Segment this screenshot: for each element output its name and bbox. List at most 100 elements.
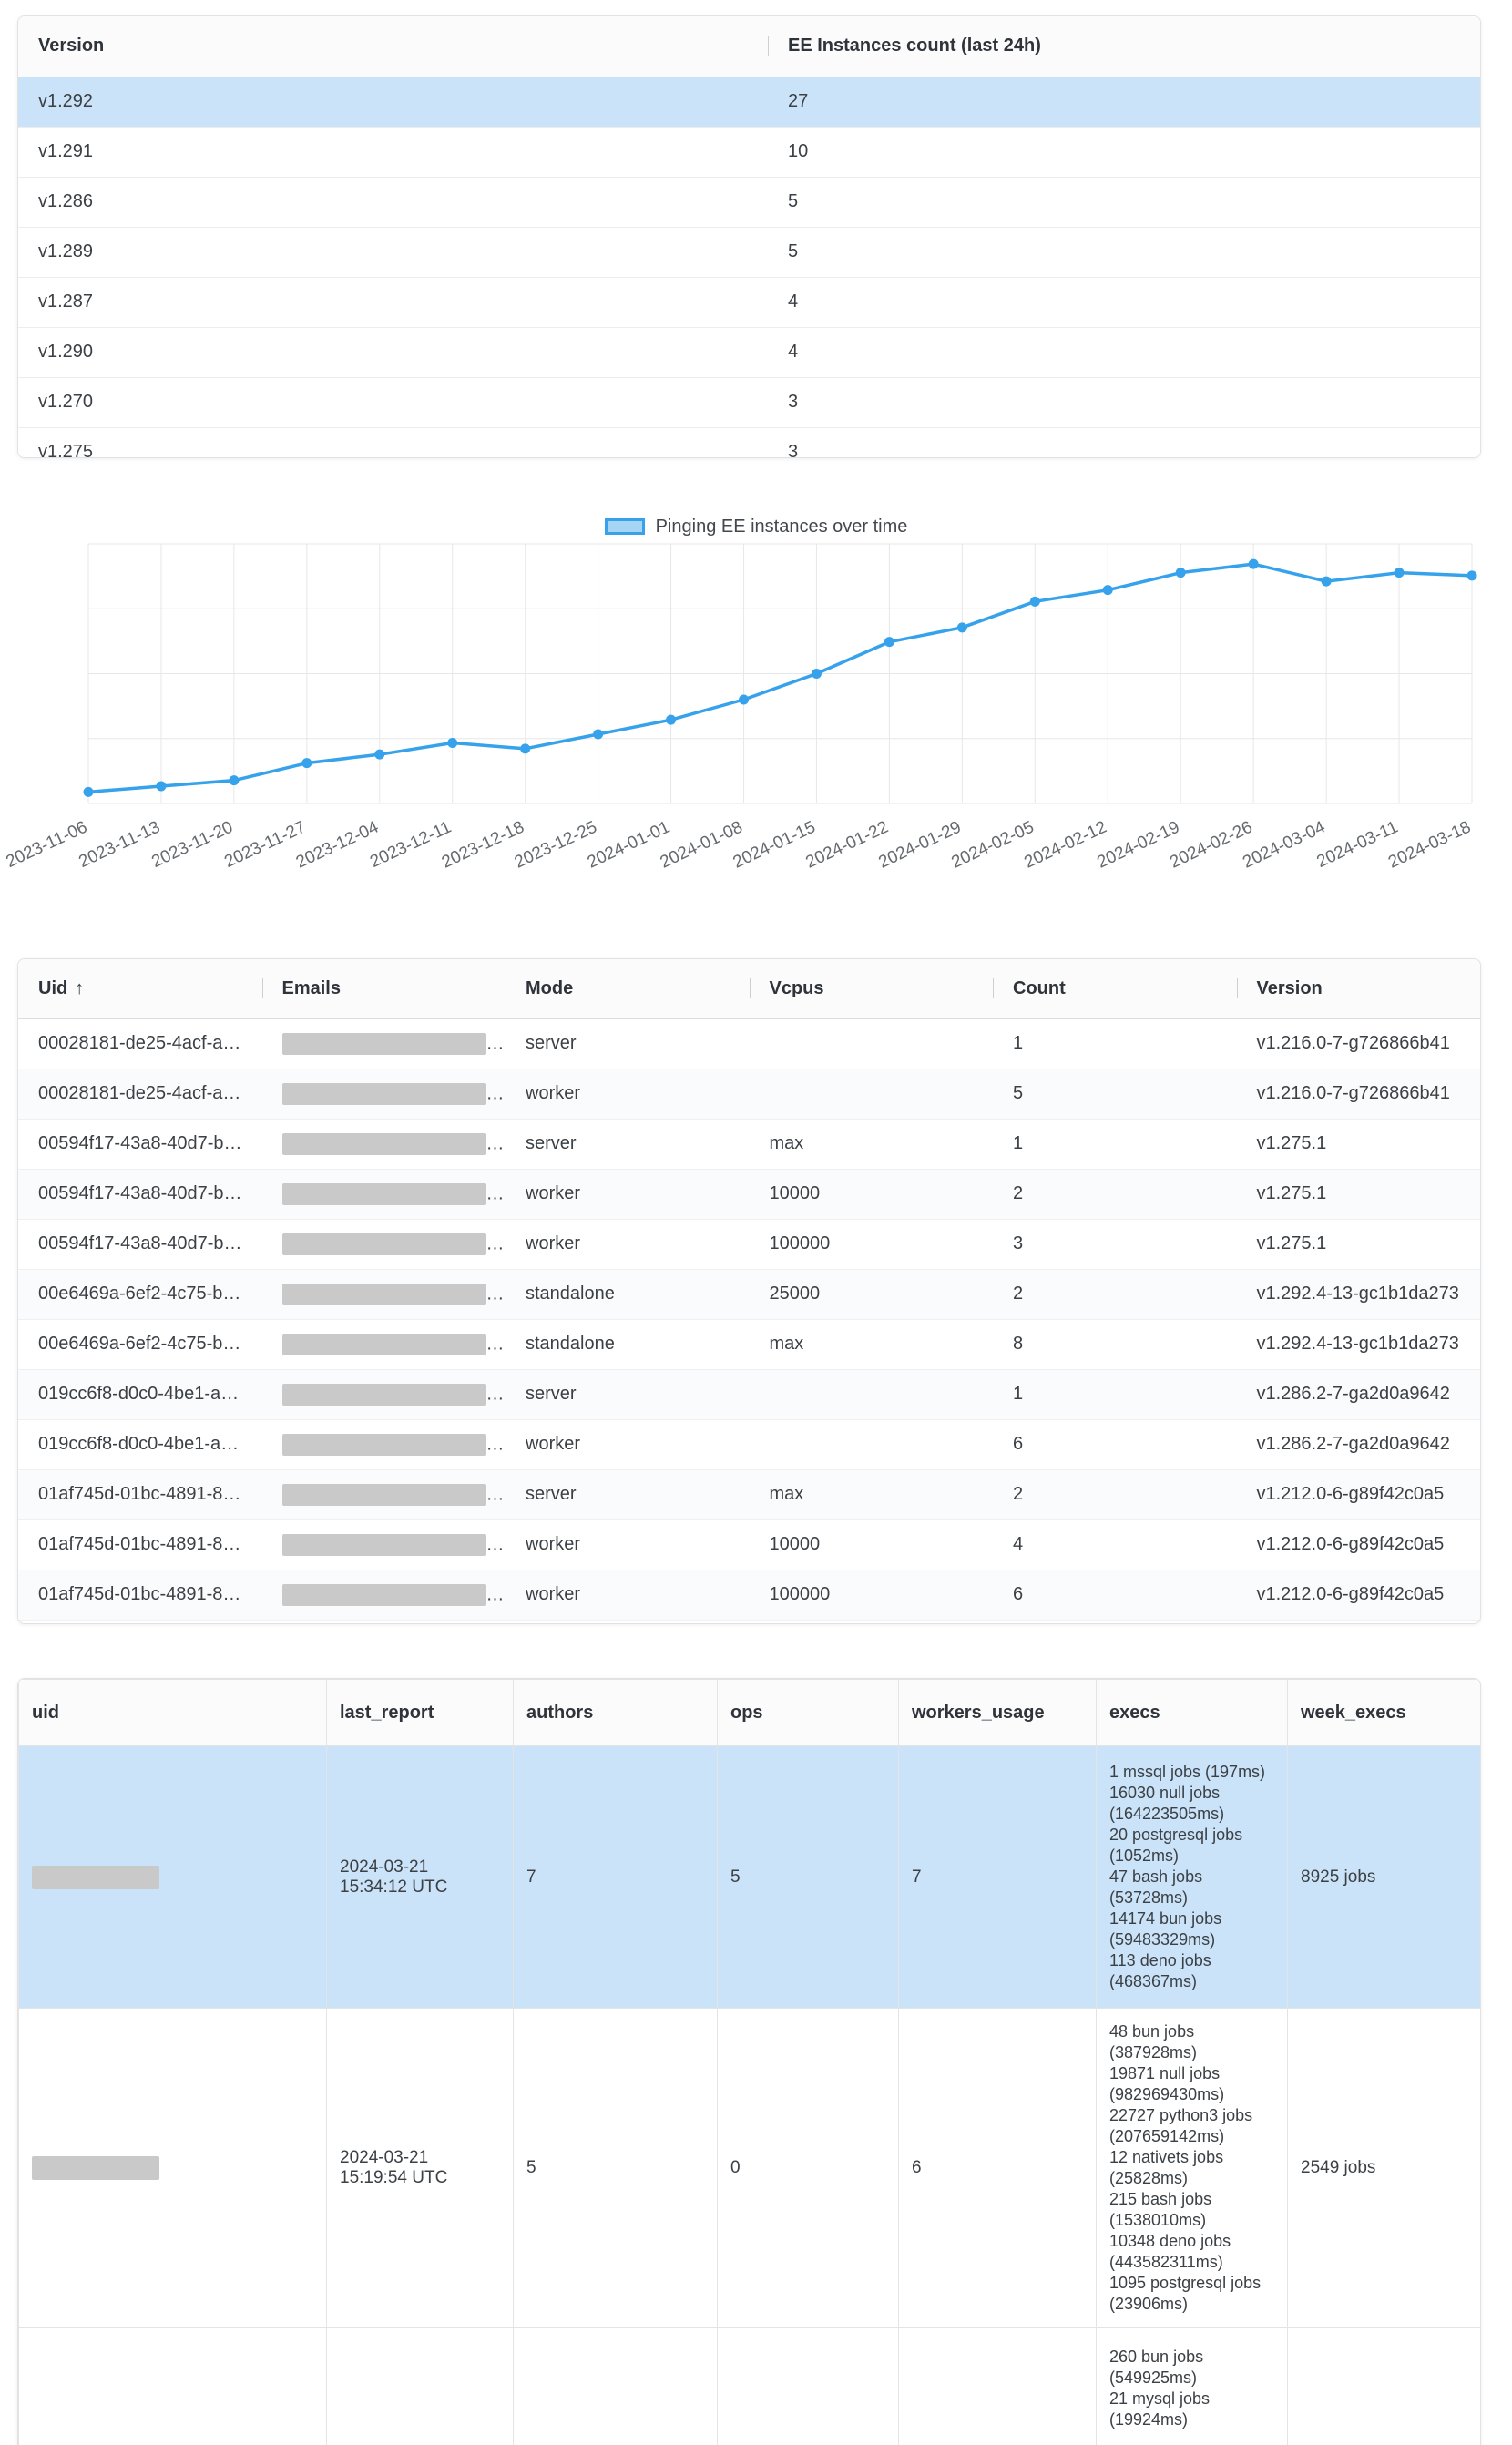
cell-count: 27: [788, 91, 809, 111]
cell-count: 5: [1013, 1083, 1024, 1103]
instance-row[interactable]: 019cc6f8-d0c0-4be1-a… worker 6 v1.286.2-7-g…: [18, 1419, 1480, 1469]
version-row[interactable]: v1.289 5: [18, 227, 1480, 277]
instance-row[interactable]: 019cc6f8-d0c0-4be1-a… server 1 v1.286.2-7-g…: [18, 1369, 1480, 1419]
cell-uid: 01af745d-01bc-4891-8…: [38, 1484, 241, 1504]
cell-count: 1: [1013, 1133, 1024, 1153]
chart-legend[interactable]: Pinging EE instances over time: [0, 516, 1512, 537]
cell-count: 8: [1013, 1334, 1024, 1354]
cell-last-report: [326, 2327, 514, 2445]
column-header-uid[interactable]: Uid ↑: [38, 977, 85, 998]
instances-table-body: 00028181-de25-4acf-a… server 1 v1.216.0-7-g…: [18, 1018, 1480, 1620]
version-row[interactable]: v1.291 10: [18, 127, 1480, 177]
cell-uid: 01af745d-01bc-4891-8…: [38, 1534, 241, 1554]
cell-vcpus: 100000: [769, 1584, 831, 1604]
instance-row[interactable]: 01af745d-01bc-4891-8… worker 100000 6 v1.212…: [18, 1570, 1480, 1620]
cell-vcpus: [750, 1018, 994, 1069]
column-header-ee-instances-count-last-24h[interactable]: EE Instances count (last 24h): [768, 16, 1480, 77]
cell-mode: standalone: [526, 1334, 615, 1354]
cell-count: 2: [1013, 1183, 1024, 1203]
redacted-email: [281, 1583, 486, 1606]
redacted-email: [281, 1283, 486, 1305]
column-header-vcpus[interactable]: Vcpus: [750, 959, 994, 1018]
svg-text:2023-12-18: 2023-12-18: [439, 817, 527, 872]
cell-version: v1.270: [38, 392, 94, 412]
svg-text:2024-03-11: 2024-03-11: [1313, 817, 1401, 872]
cell-version: v1.286: [38, 191, 94, 211]
instance-row[interactable]: 00028181-de25-4acf-a… worker 5 v1.216.0-7-g…: [18, 1069, 1480, 1119]
redacted-email: [281, 1483, 486, 1506]
cell-version: v1.212.0-6-g89f42c0a5: [1256, 1534, 1445, 1554]
column-header-ops[interactable]: ops: [717, 1679, 899, 1746]
cell-ops: [717, 2327, 899, 2445]
cell-emails: [262, 1219, 506, 1269]
cell-uid: 00594f17-43a8-40d7-b…: [38, 1133, 242, 1153]
cell-execs: 260 bun jobs (549925ms) 21 mysql jobs (19…: [1096, 2327, 1288, 2445]
cell-count: 2: [1013, 1284, 1024, 1304]
cell-uid: 00e6469a-6ef2-4c75-b…: [38, 1334, 241, 1354]
column-header-count[interactable]: Count: [993, 959, 1237, 1018]
version-row[interactable]: v1.287 4: [18, 277, 1480, 327]
svg-text:2024-01-22: 2024-01-22: [803, 817, 892, 872]
instance-row[interactable]: 00594f17-43a8-40d7-b… server max 1 v1.275.1: [18, 1119, 1480, 1169]
column-header-workers-usage[interactable]: workers_usage: [898, 1679, 1097, 1746]
cell-uid: 01af745d-01bc-4891-8…: [38, 1584, 241, 1604]
column-header-last-report[interactable]: last_report: [326, 1679, 514, 1746]
cell-count: 1: [1013, 1384, 1024, 1404]
cell-week-execs: 2549 jobs: [1287, 2008, 1480, 2328]
exec-line: 19871 null jobs (982969430ms): [1109, 2064, 1225, 2103]
instance-row[interactable]: 00028181-de25-4acf-a… server 1 v1.216.0-7-g…: [18, 1018, 1480, 1069]
column-header-emails[interactable]: Emails: [262, 959, 506, 1018]
reports-table-header: uid last_report authors ops workers_usage exe…: [18, 1679, 1480, 1746]
report-row[interactable]: 260 bun jobs (549925ms) 21 mysql jobs (19…: [18, 2327, 1480, 2445]
report-row[interactable]: 2024-03-21 15:19:54 UTC 5 0 6 48 bun jobs (3…: [18, 2008, 1480, 2328]
report-row[interactable]: 2024-03-21 15:34:12 UTC 7 5 7 1 mssql jobs (…: [18, 1745, 1480, 2009]
cell-uid: 00028181-de25-4acf-a…: [38, 1033, 241, 1053]
svg-text:2024-01-01: 2024-01-01: [585, 817, 673, 872]
cell-ops: 5: [717, 1745, 899, 2009]
exec-line: 113 deno jobs (468367ms): [1109, 1951, 1211, 1990]
version-row[interactable]: v1.275 3: [18, 427, 1480, 457]
cell-vcpus: 25000: [769, 1284, 821, 1304]
svg-text:2024-01-08: 2024-01-08: [658, 817, 746, 872]
instance-row[interactable]: 00594f17-43a8-40d7-b… worker 100000 3 v1.275…: [18, 1219, 1480, 1269]
column-header-version[interactable]: Version: [1237, 959, 1481, 1018]
column-header-uid[interactable]: uid: [18, 1679, 327, 1746]
svg-text:2024-01-29: 2024-01-29: [876, 817, 965, 872]
cell-workers-usage: 7: [898, 1745, 1097, 2009]
version-row[interactable]: v1.286 5: [18, 177, 1480, 227]
legend-swatch: [604, 518, 645, 535]
instance-row[interactable]: 01af745d-01bc-4891-8… worker 10000 4 v1.212.…: [18, 1519, 1480, 1570]
column-header-week-execs[interactable]: week_execs: [1287, 1679, 1480, 1746]
instance-row[interactable]: 00e6469a-6ef2-4c75-b… standalone 25000 2 v1.…: [18, 1269, 1480, 1319]
instance-row[interactable]: 01af745d-01bc-4891-8… server max 2 v1.212.0-…: [18, 1469, 1480, 1519]
sort-asc-icon: ↑: [75, 977, 85, 998]
cell-version: v1.292.4-13-gc1b1da273: [1256, 1334, 1459, 1354]
cell-emails: [262, 1469, 506, 1519]
legend-label: Pinging EE instances over time: [655, 516, 908, 537]
cell-week-execs: 8925 jobs: [1287, 1745, 1480, 2009]
cell-authors: [513, 2327, 718, 2445]
header-row: uid last_report authors ops workers_usage exe…: [18, 1679, 1480, 1746]
cell-execs: 48 bun jobs (387928ms) 19871 null jobs (9…: [1096, 2008, 1288, 2328]
cell-mode: worker: [526, 1584, 581, 1604]
svg-text:2024-02-12: 2024-02-12: [1021, 817, 1109, 872]
svg-text:2023-12-25: 2023-12-25: [512, 817, 600, 872]
cell-version: v1.212.0-6-g89f42c0a5: [1256, 1484, 1445, 1504]
version-row[interactable]: v1.292 27: [18, 77, 1480, 127]
instance-row[interactable]: 00594f17-43a8-40d7-b… worker 10000 2 v1.275.…: [18, 1169, 1480, 1219]
instance-row[interactable]: 00e6469a-6ef2-4c75-b… standalone max 8 v1.29…: [18, 1319, 1480, 1369]
column-header-execs[interactable]: execs: [1096, 1679, 1288, 1746]
cell-vcpus: [750, 1069, 994, 1119]
redacted-uid: [32, 1865, 159, 1889]
cell-emails: [262, 1419, 506, 1469]
version-row[interactable]: v1.270 3: [18, 377, 1480, 427]
cell-mode: worker: [526, 1183, 581, 1203]
cell-mode: worker: [526, 1233, 581, 1253]
cell-ops: 0: [717, 2008, 899, 2328]
column-header-version[interactable]: Version: [38, 36, 105, 56]
cell-emails: [262, 1319, 506, 1369]
cell-mode: standalone: [526, 1284, 615, 1304]
column-header-authors[interactable]: authors: [513, 1679, 718, 1746]
column-header-mode[interactable]: Mode: [506, 959, 750, 1018]
version-row[interactable]: v1.290 4: [18, 327, 1480, 377]
